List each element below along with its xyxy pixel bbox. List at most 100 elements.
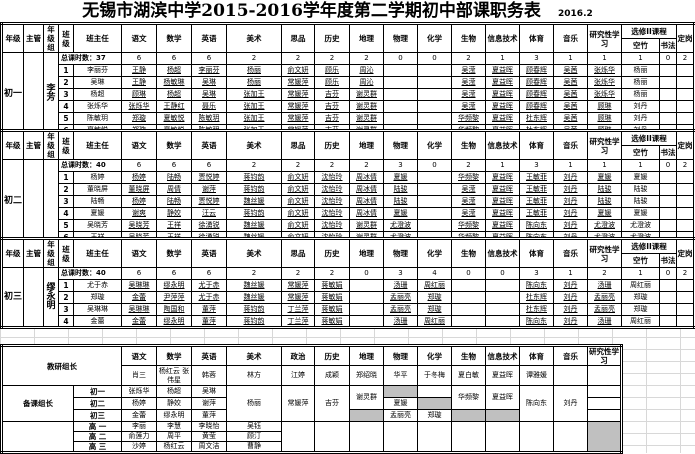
teacher-cell[interactable]: 吴滢 <box>451 195 486 208</box>
group-leader-cell[interactable]: 李芳 <box>43 52 59 137</box>
teacher-cell[interactable]: 周冰倩 <box>349 195 384 208</box>
head-teacher-cell[interactable]: 夏媛 <box>73 207 122 220</box>
teacher-cell[interactable] <box>383 88 418 101</box>
total-hours-label[interactable]: 总课时数：40 <box>58 159 122 172</box>
teacher-cell[interactable]: 周红丽 <box>417 315 452 328</box>
teacher-cell[interactable]: 杨丽 <box>621 88 660 101</box>
teacher-cell[interactable]: 夏益晖 <box>485 76 520 89</box>
header-supervisor[interactable]: 主管 <box>23 238 44 268</box>
hours-count[interactable]: 2 <box>349 159 384 172</box>
post-cell[interactable] <box>676 88 695 101</box>
header-elective-sub[interactable]: 书法 <box>659 144 677 160</box>
class-number[interactable]: 3 <box>58 195 74 208</box>
post-cell[interactable] <box>676 303 695 316</box>
teacher-cell[interactable]: 刘丹 <box>553 315 588 328</box>
teacher-cell[interactable] <box>417 207 452 220</box>
teacher-cell[interactable]: 谢爽 <box>121 207 157 220</box>
teacher-cell[interactable] <box>485 303 520 316</box>
teacher-cell[interactable]: 陆骏 <box>383 195 418 208</box>
hours-count[interactable]: 2 <box>676 159 695 172</box>
senior-cell[interactable]: 周文洁 <box>191 441 227 453</box>
header-subject[interactable]: 研究性学习 <box>587 345 622 366</box>
research-leader-cell[interactable]: 郑绍晓 <box>349 365 384 386</box>
senior-empty[interactable] <box>519 421 554 453</box>
teacher-cell[interactable]: 沈怡玲 <box>314 183 350 196</box>
class-number[interactable]: 2 <box>58 291 74 304</box>
teacher-cell[interactable]: 蒋钧韵 <box>226 183 282 196</box>
header-subject[interactable]: 英语 <box>191 238 227 268</box>
teacher-cell[interactable]: 杨超 <box>156 88 192 101</box>
hours-count[interactable]: 1 <box>621 267 660 280</box>
elective-cell[interactable] <box>659 303 677 316</box>
header-subject[interactable]: 物理 <box>383 345 418 366</box>
teacher-cell[interactable]: 静姣 <box>156 207 192 220</box>
senior-cell[interactable]: 吴钰 <box>226 421 282 432</box>
teacher-cell[interactable]: 顾春辉 <box>519 64 554 77</box>
header-post[interactable]: 定岗 <box>676 23 695 53</box>
header-subject[interactable]: 生物 <box>451 130 486 160</box>
header-elective[interactable]: 选修II课程 <box>621 23 677 39</box>
post-cell[interactable] <box>676 207 695 220</box>
header-subject[interactable]: 音乐 <box>553 238 588 268</box>
hours-count[interactable]: 6 <box>121 267 157 280</box>
header-subject[interactable]: 体育 <box>519 345 554 366</box>
teacher-cell[interactable]: 常媛萍 <box>281 112 315 125</box>
hours-count[interactable]: 6 <box>191 52 227 65</box>
teacher-cell[interactable]: 周倩 <box>156 183 192 196</box>
teacher-cell[interactable]: 周红丽 <box>417 279 452 292</box>
teacher-cell[interactable]: 贾悦婷 <box>191 171 227 184</box>
hours-count[interactable]: 2 <box>451 159 486 172</box>
post-cell[interactable] <box>676 76 695 89</box>
hours-count[interactable]: 6 <box>156 159 192 172</box>
teacher-cell[interactable]: 缪永明 <box>156 315 192 328</box>
teacher-cell[interactable]: 夏益晖 <box>485 100 520 113</box>
class-number[interactable]: 3 <box>58 303 74 316</box>
teacher-cell[interactable]: 沈怡玲 <box>314 219 350 232</box>
teacher-cell[interactable] <box>485 279 520 292</box>
head-teacher-cell[interactable]: 杨超 <box>73 88 122 101</box>
prep-cell[interactable]: 张烁华 <box>121 385 157 398</box>
teacher-cell[interactable]: 沈怡玲 <box>314 207 350 220</box>
hours-count[interactable]: 6 <box>121 52 157 65</box>
header-subject[interactable]: 地理 <box>349 345 384 366</box>
teacher-cell[interactable] <box>383 112 418 125</box>
research-leader-cell[interactable]: 肖三 <box>121 365 157 386</box>
post-cell[interactable] <box>676 279 695 292</box>
teacher-cell[interactable]: 丁兰萍 <box>281 315 315 328</box>
hours-count[interactable]: 6 <box>191 267 227 280</box>
teacher-cell[interactable]: 俞文妍 <box>281 171 315 184</box>
teacher-cell[interactable]: 周红丽 <box>621 315 660 328</box>
teacher-cell[interactable]: 华频黎 <box>451 219 486 232</box>
teacher-cell[interactable]: 蒋钧韵 <box>226 207 282 220</box>
prep-it[interactable]: 夏益晖 <box>485 385 520 410</box>
head-teacher-cell[interactable]: 李丽芬 <box>73 64 122 77</box>
teacher-cell[interactable]: 缪永明 <box>156 279 192 292</box>
hours-count[interactable]: 1 <box>553 267 588 280</box>
prep-it-empty[interactable] <box>485 409 520 422</box>
teacher-cell[interactable] <box>417 76 452 89</box>
head-teacher-cell[interactable]: 杨婷 <box>73 171 122 184</box>
grade-label[interactable]: 初三 <box>1 267 24 328</box>
teacher-cell[interactable]: 王静红 <box>156 100 192 113</box>
teacher-cell[interactable]: 夏媛 <box>621 207 660 220</box>
senior-cell[interactable]: 俞莲力 <box>121 431 157 442</box>
hours-count[interactable]: 1 <box>553 52 588 65</box>
prep-cell[interactable]: 谢萍 <box>191 397 227 410</box>
hours-count[interactable]: 1 <box>621 52 660 65</box>
teacher-cell[interactable] <box>451 291 486 304</box>
header-subject[interactable]: 语文 <box>121 238 157 268</box>
teacher-cell[interactable]: 常媛萍 <box>281 279 315 292</box>
teacher-cell[interactable]: 吴晓芳 <box>121 219 157 232</box>
teacher-cell[interactable]: 汤珊 <box>383 315 418 328</box>
grade-label[interactable]: 初二 <box>1 159 24 244</box>
teacher-cell[interactable]: 陆畅 <box>156 195 192 208</box>
hours-count[interactable]: 6 <box>156 267 192 280</box>
header-elective-sub[interactable]: 书法 <box>659 252 677 268</box>
teacher-cell[interactable]: 张烁华 <box>121 100 157 113</box>
header-subject[interactable]: 化学 <box>417 130 452 160</box>
class-number[interactable]: 4 <box>58 100 74 113</box>
head-teacher-cell[interactable]: 吴晓芳 <box>73 219 122 232</box>
teacher-cell[interactable]: 夏媛 <box>621 171 660 184</box>
teacher-cell[interactable]: 丁兰萍 <box>281 303 315 316</box>
teacher-cell[interactable]: 周冰倩 <box>349 171 384 184</box>
